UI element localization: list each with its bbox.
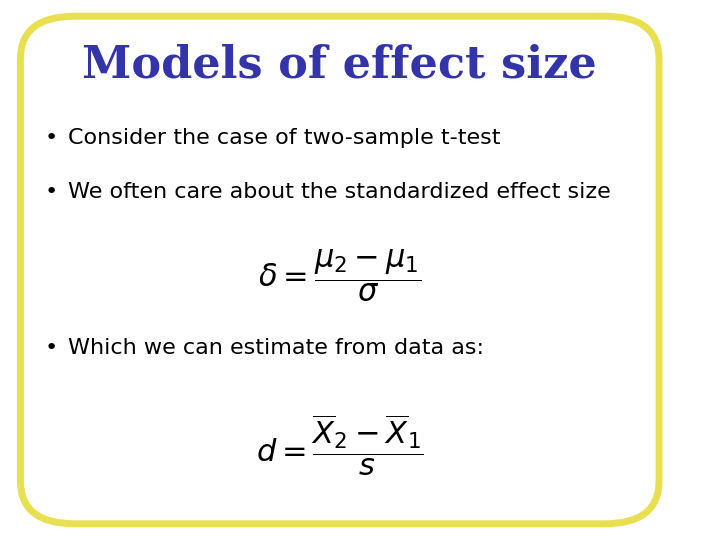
Text: Which we can estimate from data as:: Which we can estimate from data as: (68, 338, 484, 359)
Text: $\delta = \dfrac{\mu_2 - \mu_1}{\sigma}$: $\delta = \dfrac{\mu_2 - \mu_1}{\sigma}$ (258, 247, 421, 303)
Text: Models of effect size: Models of effect size (82, 43, 597, 86)
Text: •: • (45, 181, 58, 202)
FancyBboxPatch shape (20, 16, 659, 524)
Text: We often care about the standardized effect size: We often care about the standardized eff… (68, 181, 611, 202)
Text: Consider the case of two-sample t-test: Consider the case of two-sample t-test (68, 127, 500, 148)
Text: •: • (45, 127, 58, 148)
Text: •: • (45, 338, 58, 359)
Text: $d = \dfrac{\overline{X}_2 - \overline{X}_1}{s}$: $d = \dfrac{\overline{X}_2 - \overline{X… (256, 413, 423, 478)
